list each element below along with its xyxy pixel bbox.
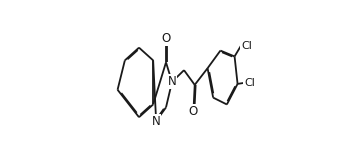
- Text: O: O: [189, 105, 198, 118]
- Text: N: N: [168, 75, 176, 88]
- Text: N: N: [152, 115, 160, 128]
- Text: Cl: Cl: [241, 41, 252, 51]
- Text: Cl: Cl: [244, 78, 255, 88]
- Text: O: O: [162, 32, 171, 45]
